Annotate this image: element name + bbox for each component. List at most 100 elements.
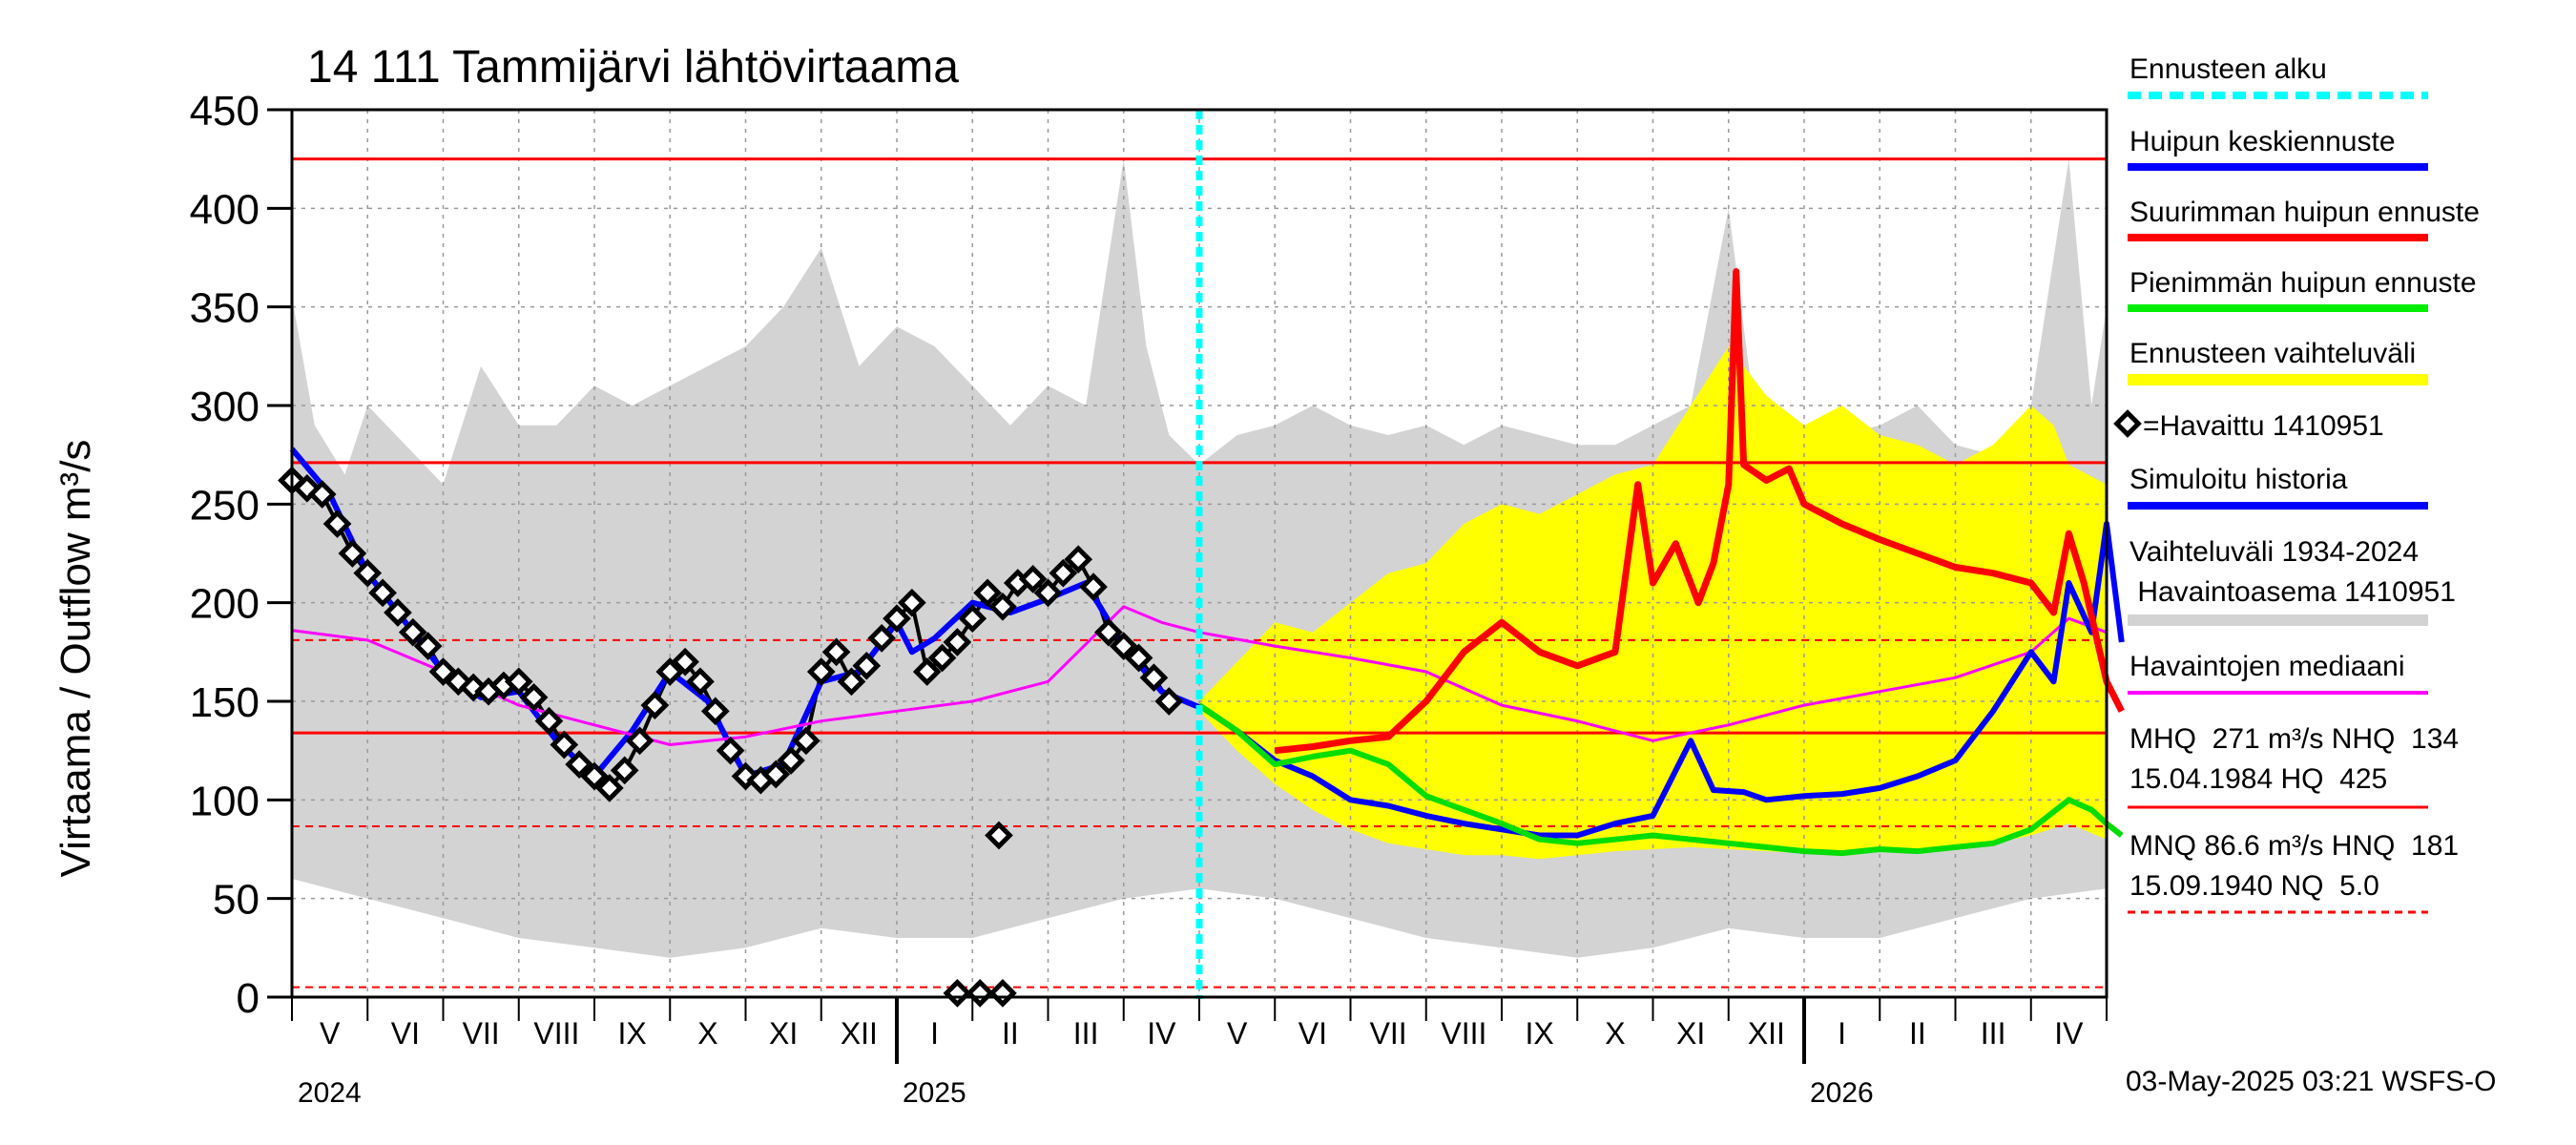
legend-forecast-start: Ennusteen alku [2129, 53, 2327, 85]
y-tick-label: 150 [190, 679, 260, 726]
year-label: 2026 [1810, 1077, 1874, 1109]
observed-point [640, 691, 670, 719]
month-label: VI [391, 1016, 420, 1051]
y-tick-label: 0 [237, 975, 260, 1022]
observed-point [777, 746, 805, 775]
observed-point [1064, 545, 1093, 574]
legend-max-forecast: Suurimman huipun ennuste [2129, 197, 2480, 228]
observed-point [867, 624, 896, 653]
y-tick-label: 50 [213, 877, 260, 924]
month-label: XI [769, 1016, 798, 1051]
observed-point [534, 706, 564, 736]
y-tick-labels: 0 50 100 150 200 250 300 350 400 450 [190, 88, 260, 1022]
observed-point [322, 510, 352, 538]
month-label: V [1227, 1016, 1248, 1051]
month-label: VIII [533, 1016, 579, 1051]
legend: Ennusteen alku Huipun keskiennuste Suuri… [2113, 53, 2480, 914]
observed-point [837, 667, 866, 697]
observed-point [368, 578, 397, 608]
legend-median: Havaintojen mediaani [2129, 651, 2405, 682]
month-label: IV [1147, 1016, 1176, 1051]
observed-point [384, 598, 412, 627]
observed-point [519, 683, 549, 712]
observed-point [806, 657, 836, 686]
observed-point [852, 651, 882, 680]
y-tick-label: 200 [190, 581, 260, 628]
legend-stats2-line2: 15.09.1940 NQ 5.0 [2129, 870, 2379, 902]
month-label: I [930, 1016, 939, 1051]
observed-point [1079, 572, 1108, 601]
y-tick-label: 250 [190, 482, 260, 529]
legend-range-line2: Havaintoasema 1410951 [2129, 576, 2456, 608]
legend-mean-forecast: Huipun keskiennuste [2129, 126, 2396, 157]
y-tick-label: 300 [190, 384, 260, 430]
observed-point [655, 657, 685, 686]
month-label: VII [1370, 1016, 1407, 1051]
observed-point [988, 592, 1017, 621]
series-huipun-keskiennuste [1197, 521, 2125, 839]
chart-title: 14 111 Tammijärvi lähtövirtaama [307, 42, 959, 93]
observed-point [353, 558, 383, 588]
legend-simulated: Simuloitu historia [2129, 464, 2348, 495]
observed-point [716, 736, 745, 765]
year-labels: 2024 2025 2026 [298, 1077, 1874, 1109]
observed-point [686, 667, 715, 697]
y-tick-label: 450 [190, 88, 260, 135]
legend-observed: =Havaittu 1410951 [2143, 410, 2384, 442]
axes-layer [267, 108, 2109, 1064]
series-pienimm-n-huipun-ennuste [1197, 702, 2124, 857]
month-label: I [1838, 1016, 1846, 1051]
observed-markers-layer [278, 466, 1184, 1008]
month-label: VIII [1441, 1016, 1486, 1051]
month-label: II [1002, 1016, 1019, 1051]
legend-stats1-line1: MHQ 271 m³/s NHQ 134 [2129, 723, 2459, 755]
observed-point [883, 604, 911, 634]
observed-point [307, 480, 337, 509]
observed-point [595, 774, 624, 802]
y-tick-label: 350 [190, 285, 260, 332]
month-label: XII [1748, 1016, 1785, 1051]
observed-point [1109, 632, 1138, 660]
footer-timestamp: 03-May-2025 03:21 WSFS-O [2126, 1066, 2497, 1097]
observed-point [338, 539, 367, 568]
observed-point [1124, 643, 1153, 673]
observed-point [792, 726, 821, 756]
observed-point [927, 643, 957, 673]
observed-point-outlier [985, 821, 1013, 850]
observed-point-zero [943, 979, 972, 1008]
observed-point [1018, 565, 1048, 593]
observed-point [973, 578, 1002, 608]
observed-point [1033, 578, 1063, 608]
observed-point [671, 647, 699, 677]
observed-point [610, 756, 639, 785]
month-label: XII [841, 1016, 878, 1051]
observed-point [943, 628, 972, 656]
observed-point-zero [988, 979, 1017, 1008]
observed-point [550, 730, 579, 760]
observed-point [821, 637, 851, 667]
month-label: X [1605, 1016, 1625, 1051]
legend-min-forecast: Pienimmän huipun ennuste [2129, 267, 2477, 299]
month-labels: V VI VII VIII IX X XI XII I II III IV V VI VII VIII IX X X… [320, 1016, 2084, 1051]
observed-point [898, 588, 926, 617]
legend-stats1-line2: 15.04.1984 HQ 425 [2129, 763, 2387, 795]
y-tick-label: 100 [190, 778, 260, 824]
legend-observed-marker [2113, 409, 2142, 438]
observed-point [428, 657, 458, 686]
series-suurimman-huipun-ennuste [1274, 268, 2125, 755]
legend-forecast-range: Ennusteen vaihteluväli [2129, 338, 2416, 369]
month-label: III [1981, 1016, 2006, 1051]
observed-point [1049, 558, 1078, 588]
month-label: IX [1526, 1016, 1554, 1051]
observed-point [413, 632, 443, 660]
observed-point [958, 604, 987, 634]
month-label: VI [1298, 1016, 1327, 1051]
observed-point [565, 750, 593, 779]
y-axis-label: Virtaama / Outflow m³/s [52, 440, 99, 878]
month-label: III [1073, 1016, 1099, 1051]
month-label: X [697, 1016, 717, 1051]
observed-point [580, 761, 609, 791]
observed-point [1139, 663, 1169, 693]
month-label: XI [1676, 1016, 1705, 1051]
